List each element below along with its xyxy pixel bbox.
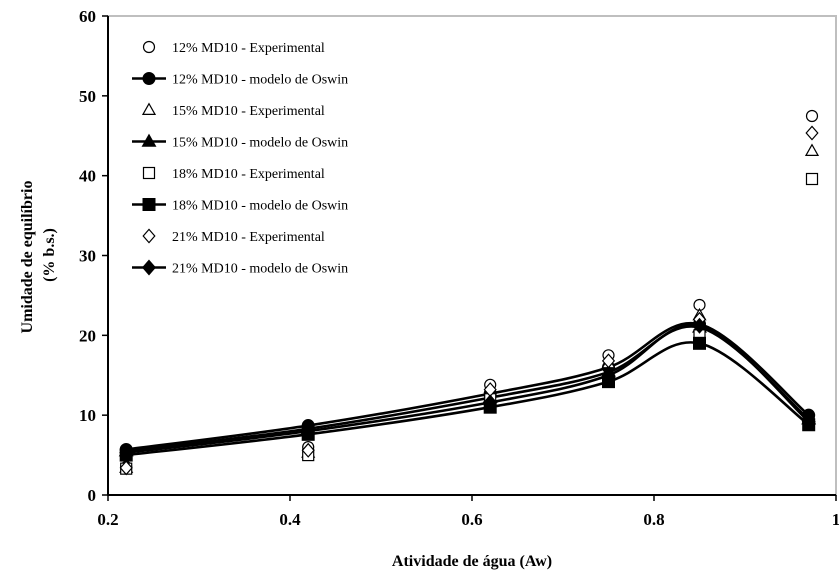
y-axis-title: Umidade de equilíbrio (% b.s.) (19, 177, 58, 334)
legend-entry-0: 12% MD10 - Experimental (142, 40, 325, 56)
series-7-point (692, 317, 707, 334)
y-axis-title-line-1: Umidade de equilíbrio (19, 181, 36, 334)
right-side-markers (804, 109, 820, 186)
legend-marker-swatch (142, 166, 156, 180)
y-tick-label: 10 (79, 406, 96, 425)
x-tick-label: 0.2 (97, 510, 118, 529)
series-line-3 (126, 325, 810, 453)
right-marker-2 (804, 143, 820, 156)
legend-entry-4: 18% MD10 - Experimental (142, 166, 325, 182)
series-7-point (301, 423, 316, 440)
legend: 12% MD10 - Experimental 12% MD10 - modelo… (132, 40, 348, 277)
series-line-1 (126, 321, 810, 451)
y-axis-ticks: 0 10 20 30 40 50 60 (79, 7, 108, 505)
y-tick-label: 20 (79, 326, 96, 345)
x-tick-label: 1 (832, 510, 839, 529)
x-tick-label: 0.6 (461, 510, 482, 529)
y-tick-label: 0 (88, 486, 97, 505)
legend-entry-2: 15% MD10 - Experimental (141, 102, 325, 119)
series-7-point (801, 413, 816, 430)
series-7-point (483, 394, 498, 411)
series-6-point (119, 460, 133, 476)
series-7-point (119, 444, 134, 461)
right-marker-1 (805, 125, 819, 141)
legend-label: 18% MD10 - Experimental (172, 167, 325, 182)
series-6-point (301, 442, 315, 458)
right-marker-3 (805, 172, 819, 186)
legend-label: 21% MD10 - Experimental (172, 230, 325, 245)
legend-marker-swatch (141, 102, 157, 116)
legend-entry-1: 12% MD10 - modelo de Oswin (132, 72, 348, 88)
legend-label: 15% MD10 - modelo de Oswin (172, 136, 348, 151)
y-tick-label: 30 (79, 247, 96, 266)
y-axis-title-line-2: (% b.s.) (41, 228, 58, 282)
x-axis-title: Atividade de água (Aw) (392, 553, 552, 570)
y-tick-label: 50 (79, 87, 96, 106)
series-5-point (693, 336, 706, 350)
legend-marker-swatch (142, 228, 156, 244)
legend-entry-5: 18% MD10 - modelo de Oswin (132, 198, 348, 214)
legend-label: 15% MD10 - Experimental (172, 104, 325, 119)
legend-marker-swatch (142, 198, 156, 211)
legend-marker-swatch (142, 40, 156, 54)
series-layer (118, 298, 817, 476)
x-axis-ticks: 0.2 0.4 0.6 0.8 1 (97, 495, 839, 529)
legend-label: 21% MD10 - modelo de Oswin (172, 262, 348, 277)
plot-area (107, 15, 837, 496)
y-tick-label: 60 (79, 7, 96, 26)
legend-marker-swatch (142, 259, 156, 276)
x-tick-label: 0.4 (279, 510, 301, 529)
legend-label: 12% MD10 - modelo de Oswin (172, 73, 348, 88)
series-line-7 (126, 323, 810, 454)
x-tick-label: 0.8 (643, 510, 664, 529)
legend-marker-swatch (142, 72, 156, 85)
legend-entry-6: 21% MD10 - Experimental (142, 228, 325, 245)
legend-marker-swatch (141, 133, 157, 147)
right-marker-0 (805, 109, 819, 123)
legend-label: 12% MD10 - Experimental (172, 41, 325, 56)
series-7-point (601, 367, 616, 384)
legend-entry-3: 15% MD10 - modelo de Oswin (132, 133, 348, 151)
legend-entry-7: 21% MD10 - modelo de Oswin (132, 259, 348, 277)
y-tick-label: 40 (79, 167, 96, 186)
legend-label: 18% MD10 - modelo de Oswin (172, 199, 348, 214)
series-line-5 (126, 341, 810, 457)
